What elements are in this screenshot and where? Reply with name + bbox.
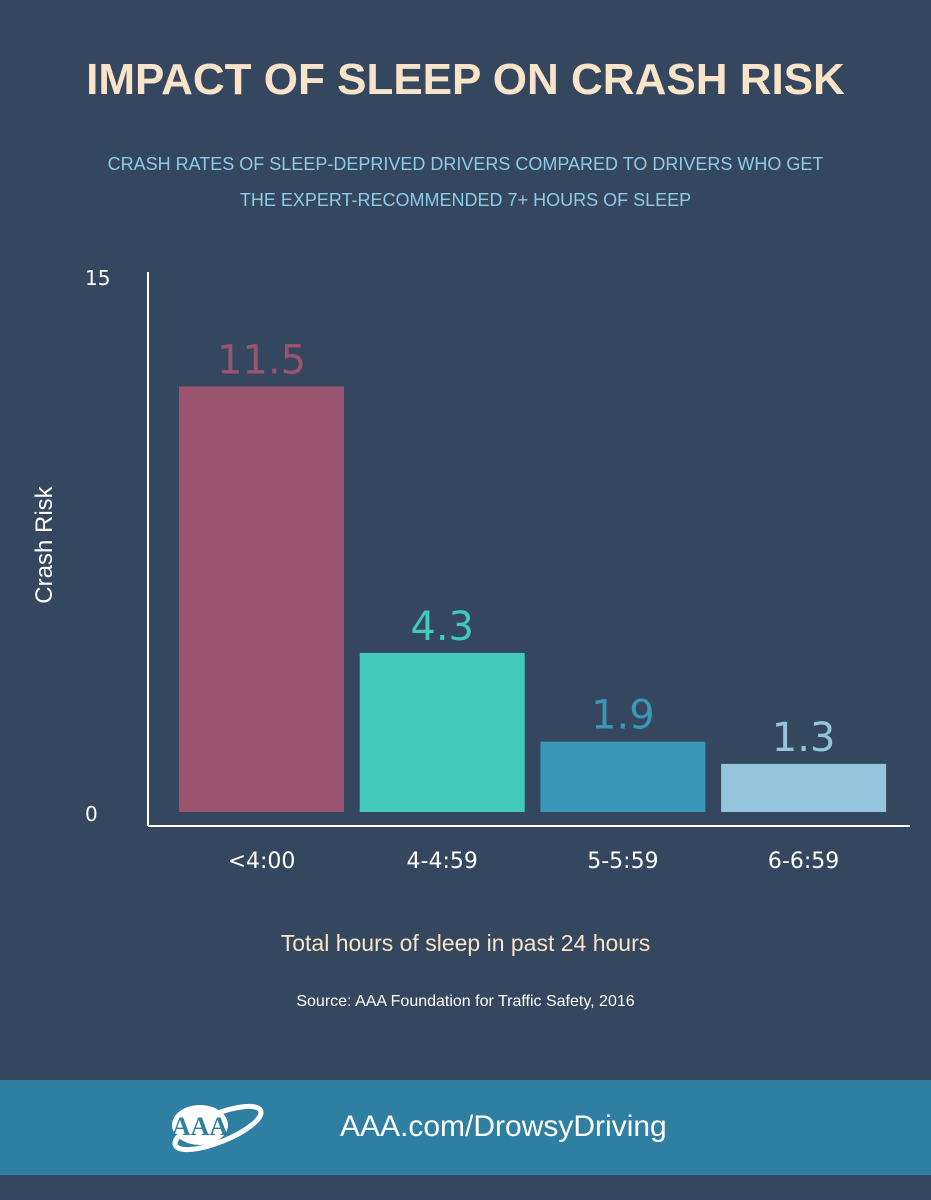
y-axis-label: Crash Risk bbox=[31, 486, 58, 604]
aaa-logo: AAA bbox=[172, 1103, 264, 1153]
data-label-1: 4.3 bbox=[410, 604, 474, 650]
subtitle-line-1: CRASH RATES OF SLEEP-DEPRIVED DRIVERS CO… bbox=[107, 154, 824, 174]
subtitle-line-2: THE EXPERT-RECOMMENDED 7+ HOURS OF SLEEP bbox=[239, 190, 692, 210]
bar-2 bbox=[540, 741, 706, 812]
chart-subtitle: CRASH RATES OF SLEEP-DEPRIVED DRIVERS CO… bbox=[40, 146, 891, 218]
bar-chart: 15 0 11.5 <4:00 4.3 4-4:59 1.9 5-5:59 1.3 6-6:5… bbox=[85, 266, 910, 874]
y-tick-15: 15 bbox=[85, 266, 110, 290]
data-label-0: 11.5 bbox=[217, 338, 306, 384]
bar-3 bbox=[721, 763, 887, 812]
bar-0 bbox=[179, 386, 344, 812]
x-tick-2: 5-5:59 bbox=[587, 849, 658, 874]
data-label-2: 1.9 bbox=[591, 693, 655, 739]
y-tick-0: 0 bbox=[85, 802, 98, 826]
svg-text:AAA: AAA bbox=[172, 1112, 229, 1141]
footer-url-link[interactable]: AAA.com/DrowsyDriving bbox=[340, 1110, 667, 1143]
x-axis-label: Total hours of sleep in past 24 hours bbox=[280, 930, 651, 956]
chart-title: IMPACT OF SLEEP ON CRASH RISK bbox=[86, 55, 845, 104]
x-tick-1: 4-4:59 bbox=[407, 849, 478, 874]
bar-1 bbox=[359, 652, 525, 812]
x-tick-0: <4:00 bbox=[228, 849, 296, 874]
data-label-3: 1.3 bbox=[772, 715, 836, 761]
footer-banner bbox=[0, 1080, 931, 1175]
x-tick-3: 6-6:59 bbox=[768, 849, 839, 874]
source-note: Source: AAA Foundation for Traffic Safet… bbox=[296, 993, 635, 1010]
